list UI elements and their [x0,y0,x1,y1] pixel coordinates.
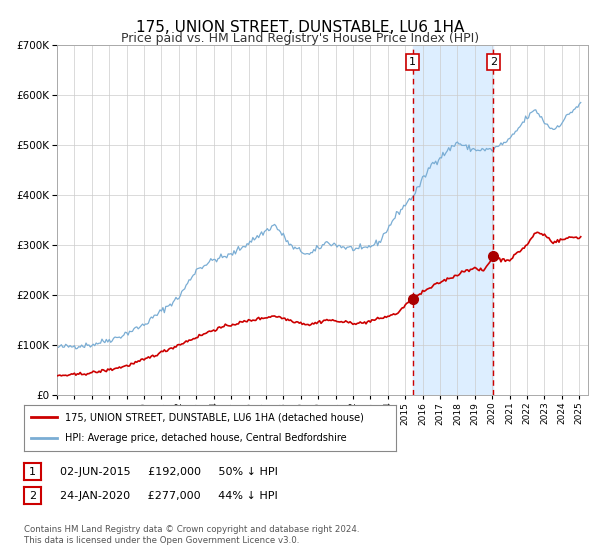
Text: 1: 1 [409,57,416,67]
Text: Contains HM Land Registry data © Crown copyright and database right 2024.
This d: Contains HM Land Registry data © Crown c… [24,525,359,545]
Bar [413,45,493,395]
Text: Price paid vs. HM Land Registry's House Price Index (HPI): Price paid vs. HM Land Registry's House … [121,32,479,45]
Text: 175, UNION STREET, DUNSTABLE, LU6 1HA: 175, UNION STREET, DUNSTABLE, LU6 1HA [136,20,464,35]
Text: 2: 2 [490,57,497,67]
Text: 2: 2 [29,491,36,501]
Text: 1: 1 [29,466,36,477]
Text: 24-JAN-2020     £277,000     44% ↓ HPI: 24-JAN-2020 £277,000 44% ↓ HPI [60,491,278,501]
Text: 02-JUN-2015     £192,000     50% ↓ HPI: 02-JUN-2015 £192,000 50% ↓ HPI [60,466,278,477]
Text: 175, UNION STREET, DUNSTABLE, LU6 1HA (detached house): 175, UNION STREET, DUNSTABLE, LU6 1HA (d… [65,412,364,422]
Text: HPI: Average price, detached house, Central Bedfordshire: HPI: Average price, detached house, Cent… [65,433,347,444]
